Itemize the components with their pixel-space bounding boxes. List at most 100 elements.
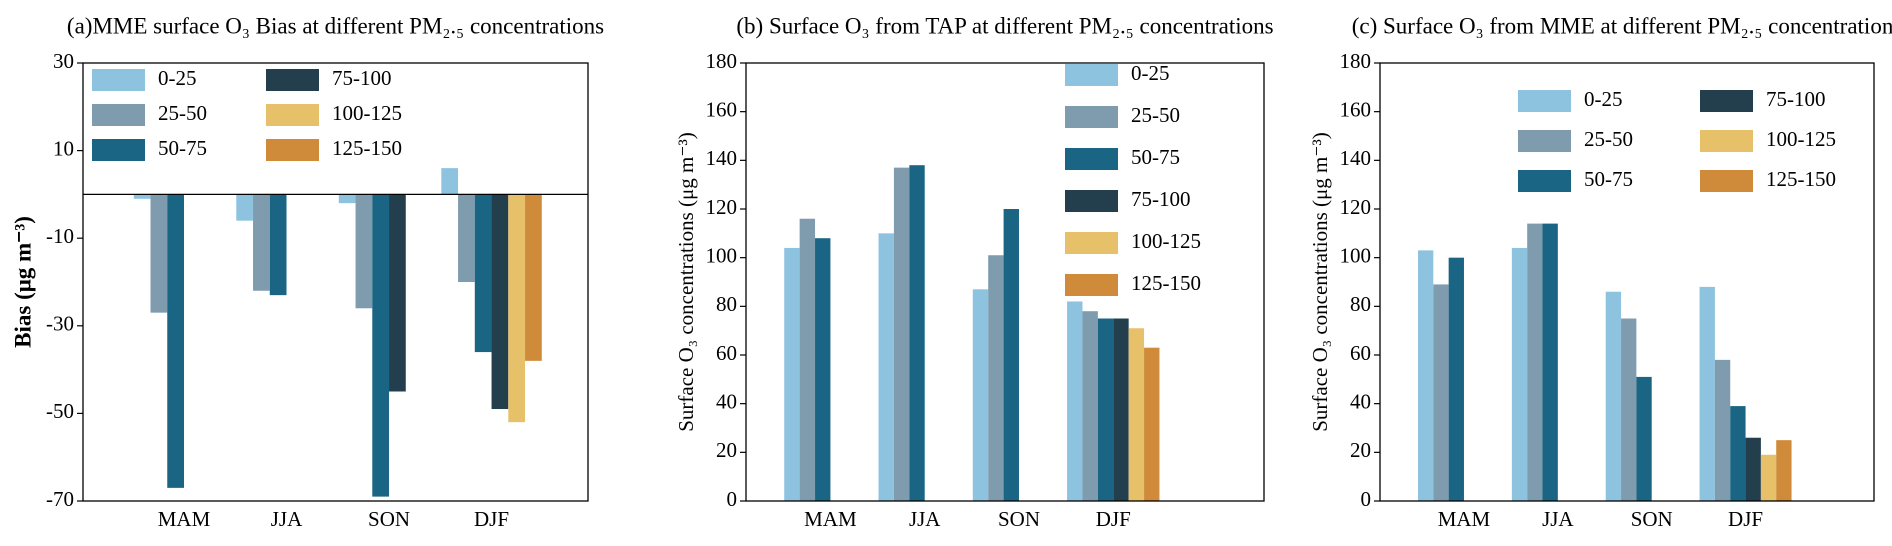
legend-label: 100-125: [1766, 127, 1836, 151]
bar: [1542, 223, 1558, 501]
bar: [269, 194, 287, 296]
x-tick-label: DJF: [1096, 507, 1131, 531]
bar: [1448, 257, 1464, 501]
y-tick-label: 40: [1350, 389, 1371, 413]
legend-swatch: [1700, 170, 1753, 192]
legend-swatch: [1700, 130, 1753, 152]
y-tick-label: 60: [716, 341, 737, 365]
y-axis-label: Surface O₃ concentrations (μg m⁻³): [1308, 132, 1332, 432]
y-axis-label: Bias (μg m⁻³): [10, 216, 35, 348]
bar: [1621, 318, 1637, 501]
y-tick-label: 100: [1340, 243, 1372, 267]
bar: [338, 194, 356, 204]
bar: [1776, 440, 1792, 501]
y-tick-label: 30: [53, 49, 74, 73]
bar: [1003, 209, 1019, 501]
legend-swatch: [1065, 274, 1118, 296]
legend-label: 0-25: [1131, 61, 1170, 85]
chart-title: (a)MME surface O₃ Bias at different PM₂.…: [67, 13, 604, 38]
axes-frame: [82, 62, 589, 502]
legend-label: 50-75: [158, 136, 207, 160]
legend-label: 50-75: [1584, 167, 1633, 191]
legend-label: 50-75: [1131, 145, 1180, 169]
y-tick-label: 10: [53, 136, 74, 160]
legend-swatch: [266, 104, 319, 126]
bar: [355, 194, 373, 309]
bar: [372, 194, 390, 497]
bar: [133, 194, 151, 199]
legend-swatch: [1065, 106, 1118, 128]
bar: [1511, 247, 1528, 501]
chart-title: (c) Surface O₃ from MME at different PM₂…: [1352, 13, 1892, 38]
legend-label: 100-125: [1131, 229, 1201, 253]
legend-label: 25-50: [1131, 103, 1180, 127]
y-tick-label: 120: [706, 195, 738, 219]
bar: [1745, 437, 1761, 501]
legend-label: 100-125: [332, 101, 402, 125]
bar: [1605, 291, 1622, 501]
x-tick-label: JJA: [1542, 507, 1574, 531]
x-tick-label: SON: [1631, 507, 1673, 531]
y-tick-label: 100: [706, 243, 738, 267]
y-tick-label: 0: [1361, 487, 1372, 511]
bar: [1097, 318, 1114, 501]
x-tick-label: JJA: [909, 507, 941, 531]
bar: [1082, 311, 1098, 501]
bar: [525, 194, 542, 361]
bar: [878, 233, 894, 502]
axes-frame: [745, 62, 1265, 502]
y-axis-label: Surface O₃ concentrations (μg m⁻³): [674, 132, 698, 432]
legend-label: 75-100: [332, 66, 392, 90]
bar: [1113, 318, 1129, 501]
legend-swatch: [92, 69, 145, 91]
bar: [167, 194, 184, 488]
y-tick-label: 160: [1340, 97, 1372, 121]
bar: [1128, 328, 1145, 501]
bar: [909, 165, 925, 501]
legend-swatch: [92, 104, 145, 126]
y-tick-label: 160: [706, 97, 738, 121]
legend-swatch: [266, 139, 319, 161]
x-tick-label: DJF: [474, 507, 509, 531]
bar: [1636, 376, 1652, 501]
legend-label: 125-150: [332, 136, 402, 160]
y-tick-label: 180: [1340, 49, 1372, 73]
bar: [1760, 454, 1777, 501]
bar: [491, 194, 509, 410]
bar: [441, 168, 459, 195]
legend-swatch: [1518, 170, 1571, 192]
legend-label: 25-50: [158, 101, 207, 125]
y-tick-label: 140: [1340, 146, 1372, 170]
chart-title: (b) Surface O₃ from TAP at different PM₂…: [736, 13, 1273, 38]
legend-label: 25-50: [1584, 127, 1633, 151]
legend-swatch: [1065, 232, 1118, 254]
bar: [893, 167, 910, 501]
legend-swatch: [92, 139, 145, 161]
legend-swatch: [1700, 90, 1753, 112]
y-tick-label: -50: [46, 399, 74, 423]
bar: [458, 194, 475, 282]
bar: [236, 194, 254, 221]
x-tick-label: DJF: [1728, 507, 1763, 531]
bar: [474, 194, 492, 353]
axes-frame: [1379, 62, 1875, 502]
bar: [1730, 406, 1746, 501]
y-tick-label: 60: [1350, 341, 1371, 365]
y-tick-label: 180: [706, 49, 738, 73]
bar: [784, 247, 800, 501]
x-tick-label: MAM: [158, 507, 211, 531]
y-tick-label: -10: [46, 224, 74, 248]
bar: [972, 289, 989, 501]
x-tick-label: MAM: [804, 507, 857, 531]
legend-label: 125-150: [1131, 271, 1201, 295]
x-tick-label: MAM: [1438, 507, 1491, 531]
bar: [1417, 250, 1434, 501]
y-tick-label: -30: [46, 312, 74, 336]
bar: [1527, 223, 1543, 501]
legend-swatch: [1065, 190, 1118, 212]
y-tick-label: -70: [46, 487, 74, 511]
bar: [988, 255, 1004, 501]
y-tick-label: 0: [727, 487, 738, 511]
bar: [253, 194, 270, 291]
